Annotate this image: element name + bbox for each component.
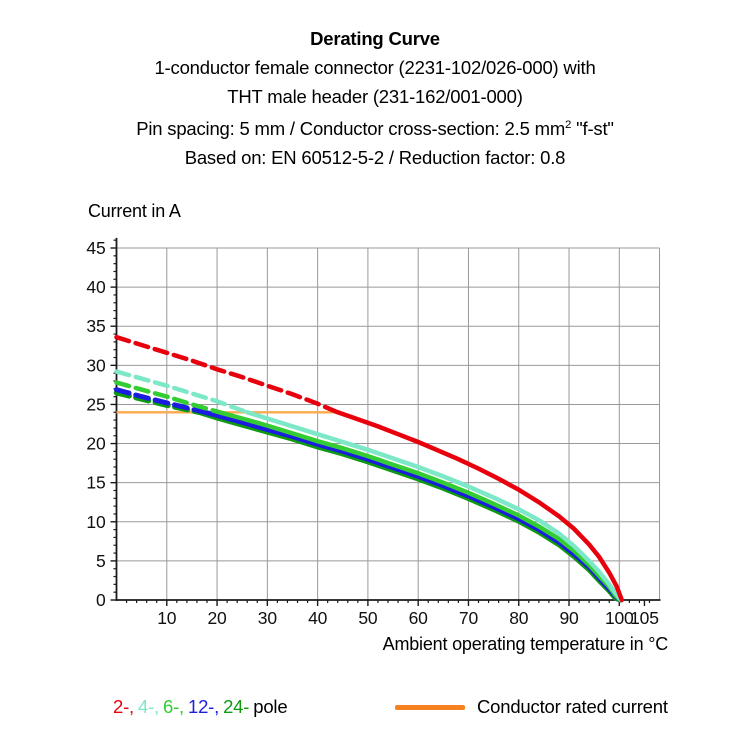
x-axis-title: Ambient operating temperature in °C [382, 634, 669, 654]
legend-rated-current: Conductor rated current [395, 696, 668, 718]
svg-text:40: 40 [308, 608, 328, 628]
legend-12-pole: 12-, [188, 696, 220, 717]
chart-subtitle-standard: Based on: EN 60512-5-2 / Reduction facto… [184, 147, 566, 169]
svg-text:15: 15 [86, 473, 105, 493]
svg-text:20: 20 [208, 608, 228, 628]
svg-text:100: 100 [605, 608, 634, 628]
superscript-2: 2 [565, 119, 572, 131]
legend-6-pole: 6-, [163, 696, 184, 717]
svg-text:0: 0 [96, 590, 106, 610]
svg-text:10: 10 [86, 512, 106, 532]
rated-current-swatch-line [395, 704, 465, 710]
svg-text:20: 20 [86, 434, 106, 454]
chart-subtitle-connector: 1-conductor female connector (2231-102/0… [154, 57, 596, 78]
svg-text:40: 40 [86, 277, 106, 297]
svg-text:70: 70 [459, 608, 479, 628]
svg-text:30: 30 [258, 608, 278, 628]
y-axis-title: Current in A [88, 201, 181, 221]
legend-24-pole: 24- [223, 696, 250, 717]
svg-text:60: 60 [409, 608, 429, 628]
chart-subtitle-spacing: Pin spacing: 5 mm / Conductor cross-sect… [136, 118, 614, 140]
svg-text:45: 45 [86, 238, 105, 258]
svg-text:80: 80 [509, 608, 529, 628]
svg-text:105: 105 [630, 608, 659, 628]
svg-text:10: 10 [157, 608, 177, 628]
legend-pole-word: pole [253, 696, 288, 717]
svg-text:90: 90 [559, 608, 579, 628]
legend-2-pole: 2-, [113, 696, 134, 717]
svg-text:35: 35 [86, 316, 105, 336]
chart-title: Derating Curve [310, 28, 440, 49]
rated-current-label: Conductor rated current [477, 696, 668, 717]
legend-4-pole: 4-, [138, 696, 159, 717]
legend-pole-labels: 2-, 4-, 6-, 12-, 24- pole [113, 696, 291, 718]
svg-text:5: 5 [96, 551, 106, 571]
chart-title-block: Derating Curve 1-conductor female connec… [0, 24, 750, 172]
svg-text:50: 50 [358, 608, 378, 628]
svg-text:25: 25 [86, 394, 105, 414]
svg-text:30: 30 [86, 355, 106, 375]
chart-subtitle-header: THT male header (231-162/001-000) [227, 86, 523, 107]
